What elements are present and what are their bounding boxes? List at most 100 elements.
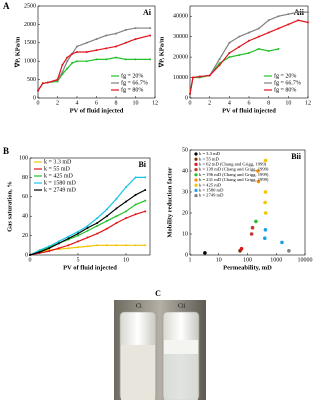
point [134, 38, 137, 41]
point [144, 176, 147, 179]
point [263, 236, 267, 240]
point [191, 76, 194, 79]
point [105, 208, 108, 211]
legend-label: fg = 80% [274, 86, 296, 93]
point [189, 92, 191, 95]
point [115, 207, 118, 210]
legend-swatch [194, 178, 198, 182]
chart: 0 500 1000 1500 2000 2500 0 2 4 6 8 10 12 PV of fluid… [13, 3, 158, 114]
y-tick-label: 40 [22, 214, 28, 220]
y-tick-label: 1000 [24, 59, 36, 65]
point [57, 240, 60, 243]
chart: 0 10 20 30 40 50 1 10 100 1000 10000 Permeability, … [166, 147, 312, 271]
point [38, 251, 41, 254]
point [105, 227, 108, 230]
point [66, 67, 69, 70]
point [297, 11, 300, 14]
point [239, 246, 244, 251]
point [115, 244, 118, 247]
x-tick-label: 5 [77, 257, 80, 263]
point [280, 240, 284, 245]
point [144, 189, 147, 192]
point [238, 35, 241, 38]
point [115, 197, 118, 200]
legend-label: k = 231 mD (Chang and Grigg, 1999) [199, 177, 269, 183]
point [134, 203, 137, 206]
point [134, 213, 137, 216]
point [29, 254, 31, 256]
point [248, 39, 250, 42]
point [76, 60, 78, 63]
point [125, 217, 127, 220]
legend-label: k = 3.3 mD [199, 151, 221, 156]
point [277, 15, 280, 18]
point [41, 82, 44, 85]
legend-label: k = 55 mD [44, 166, 71, 172]
point [115, 215, 118, 218]
point [256, 179, 261, 184]
point [96, 221, 99, 224]
legend-swatch [194, 183, 198, 187]
point [250, 225, 255, 230]
x-tick-label: 10000 [298, 257, 313, 263]
legend-label: fg = 80% [121, 86, 143, 93]
point [115, 32, 117, 35]
legend-label: fg = 20% [274, 72, 296, 79]
y-tick-label: 500 [27, 77, 36, 83]
point [105, 244, 108, 247]
legend-label: k = 55 mD [199, 156, 219, 161]
legend-swatch [194, 194, 198, 198]
point [267, 19, 270, 22]
series-line [189, 48, 279, 95]
point [77, 232, 79, 235]
point [96, 224, 99, 227]
point [77, 246, 79, 249]
chart-title: Ai [143, 8, 152, 17]
x-tick-label: 10 [216, 257, 222, 263]
point [297, 19, 300, 22]
x-tick-label: 8 [115, 100, 118, 106]
y-axis-label: ∇P, KPa/m [13, 36, 21, 68]
point [37, 89, 39, 92]
point [57, 242, 60, 245]
y-tick-label: 80 [22, 175, 28, 181]
point [125, 210, 127, 213]
x-tick-label: 8 [267, 100, 270, 106]
point [61, 71, 64, 74]
point [115, 56, 117, 59]
point [67, 237, 70, 240]
x-tick-label: 6 [248, 100, 251, 106]
point [257, 47, 260, 50]
point [125, 244, 127, 247]
y-tick-label: 10000 [173, 75, 188, 81]
chart: 0 20 40 60 80 100 0 5 10 PV of fluid injected Gas … [6, 155, 151, 271]
legend-swatch [194, 188, 198, 192]
point [149, 58, 152, 61]
point [124, 28, 127, 31]
point [46, 81, 49, 84]
x-tick-label: 1 [189, 257, 192, 263]
series-line [189, 19, 309, 95]
legend-label: k = 425 mD [44, 173, 74, 179]
point [66, 56, 69, 59]
legend-swatch [194, 152, 198, 156]
point [76, 45, 78, 48]
x-axis-label: PV of fluid injected [70, 107, 124, 114]
chart-title: Bii [291, 152, 302, 161]
point [48, 247, 51, 250]
x-tick-label: 12 [305, 100, 311, 106]
point [95, 58, 98, 61]
point [105, 47, 108, 50]
legend-label: k = 62 mD (Chang and Grigg, 1999) [199, 161, 267, 167]
y-tick-label: 100 [19, 155, 28, 161]
point [267, 49, 270, 52]
point [67, 247, 70, 250]
point [249, 232, 254, 236]
point [287, 249, 291, 253]
panel-label: B [3, 146, 9, 156]
y-axis-label: ∇P, KPa/m [157, 36, 165, 68]
point [61, 63, 64, 66]
point [125, 186, 127, 189]
x-tick-label: 10 [285, 100, 291, 106]
